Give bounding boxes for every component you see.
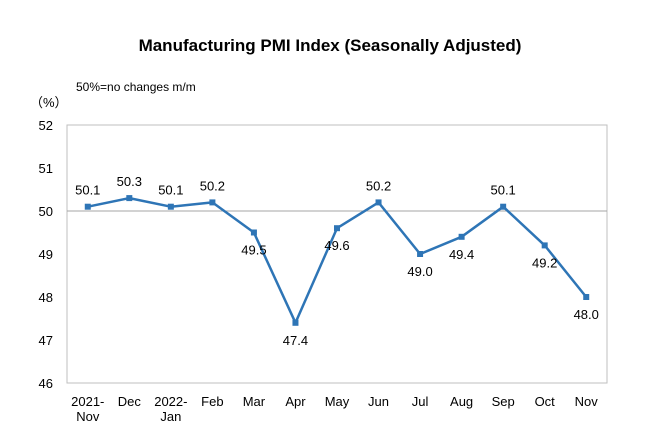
data-point	[375, 199, 382, 206]
y-tick-label: 49	[39, 247, 53, 262]
data-point	[334, 225, 340, 232]
series-line	[87, 196, 588, 325]
data-point	[209, 199, 216, 206]
y-tick-label: 51	[39, 161, 53, 176]
data-point	[292, 319, 299, 326]
data-label: 47.4	[283, 333, 308, 348]
reference-note: 50%=no changes m/m	[76, 80, 196, 94]
x-tick-label: 2022-Jan	[154, 394, 187, 424]
data-label: 49.5	[241, 243, 266, 258]
x-tick-label: Jun	[368, 394, 389, 409]
x-tick-label: Nov	[575, 394, 599, 409]
chart-title: Manufacturing PMI Index (Seasonally Adju…	[138, 36, 522, 55]
x-tick-label: Mar	[243, 394, 266, 409]
data-label: 49.6	[324, 238, 349, 253]
x-tick-label: Apr	[285, 394, 306, 409]
data-label: 50.3	[117, 174, 142, 189]
x-tick-label: Feb	[201, 394, 223, 409]
x-tick-label: Dec	[118, 394, 142, 409]
data-point	[250, 229, 257, 236]
data-label: 49.4	[449, 247, 474, 262]
data-point	[541, 242, 548, 249]
x-tick-label: May	[325, 394, 350, 409]
y-tick-label: 47	[39, 333, 53, 348]
data-point	[500, 203, 507, 210]
y-tick-label: 52	[39, 118, 53, 133]
y-tick-label: 48	[39, 290, 53, 305]
y-tick-label: 46	[39, 376, 53, 391]
data-point	[167, 203, 174, 210]
data-label: 50.1	[75, 183, 100, 198]
data-label: 48.0	[574, 307, 599, 322]
data-point	[583, 294, 590, 300]
data-label: 50.2	[366, 178, 391, 193]
x-tick-label: Oct	[535, 394, 556, 409]
data-label: 50.2	[200, 178, 225, 193]
data-point	[417, 251, 424, 257]
data-label: 49.0	[407, 264, 432, 279]
plot-frame	[66, 124, 608, 384]
data-point	[458, 233, 465, 240]
unit-label: （%）	[30, 95, 68, 110]
data-point	[126, 195, 133, 202]
x-tick-label: 2021-Nov	[71, 394, 104, 424]
x-tick-label: Aug	[450, 394, 473, 409]
x-tick-label: Sep	[492, 394, 515, 409]
data-point	[84, 203, 91, 210]
x-tick-label: Jul	[412, 394, 429, 409]
data-label: 49.2	[532, 255, 557, 270]
data-label: 50.1	[158, 183, 183, 198]
data-label: 50.1	[490, 183, 515, 198]
y-tick-label: 50	[39, 204, 53, 219]
